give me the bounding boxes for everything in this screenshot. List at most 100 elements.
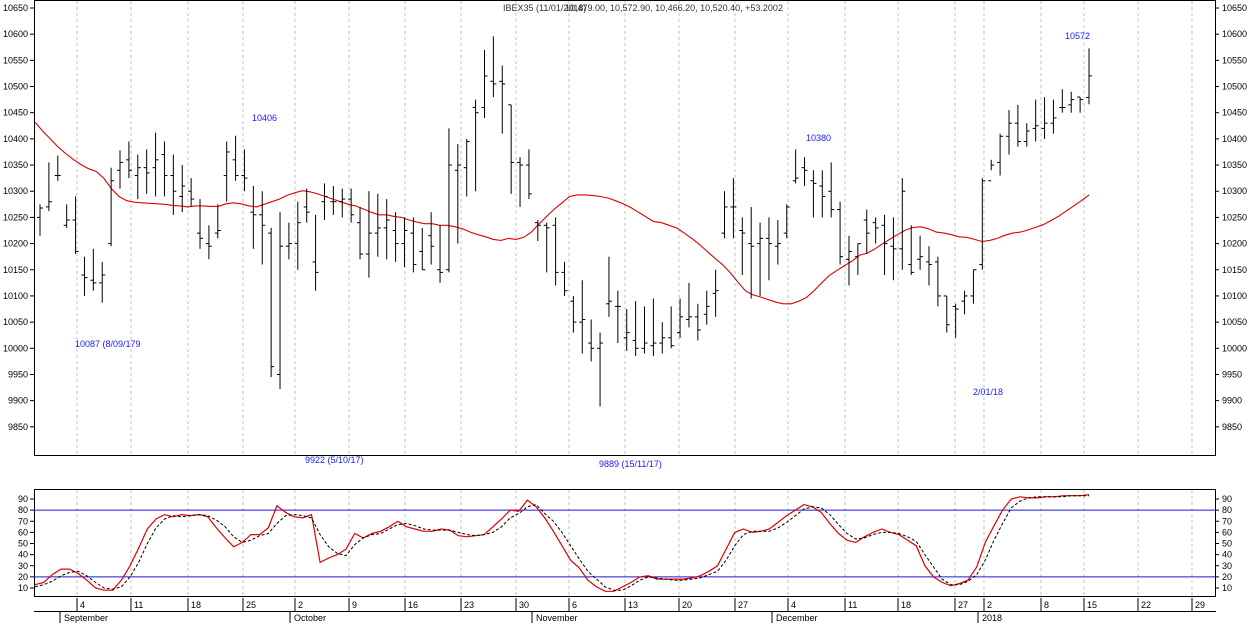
osc-tick-label-left-5: 60 xyxy=(18,527,28,537)
ohlc-bar-73 xyxy=(685,282,692,328)
ohlc-bar-95 xyxy=(881,214,888,275)
oscillator-line-dashed xyxy=(34,495,1089,591)
price-tick-label-left-10: 10350 xyxy=(3,160,28,170)
osc-tick-label-left-8: 90 xyxy=(18,494,28,504)
annotation-low-date-2-01-18: 2/01/18 xyxy=(973,387,1003,397)
x-tick-label-1: 11 xyxy=(134,600,143,610)
ohlc-bar-0 xyxy=(37,204,43,236)
price-tick-label-left-13: 10500 xyxy=(3,82,28,92)
annotation-high-10572: 10572 xyxy=(1065,31,1090,41)
price-tick-label-right-2: 9950 xyxy=(1222,369,1242,379)
moving-average-line xyxy=(34,121,1090,305)
price-tick-label-right-8: 10250 xyxy=(1222,212,1247,222)
ohlc-bar-38 xyxy=(374,193,381,257)
ohlc-bar-46 xyxy=(445,128,452,273)
price-tick-label-left-7: 10200 xyxy=(3,239,28,249)
ohlc-bar-92 xyxy=(854,243,861,275)
ohlc-bar-112 xyxy=(1032,99,1039,142)
ohlc-bar-107 xyxy=(988,159,995,182)
ohlc-bar-86 xyxy=(801,157,808,186)
ohlc-bar-4 xyxy=(72,196,79,255)
oscillator-line-solid xyxy=(34,494,1090,592)
price-tick-label-right-5: 10100 xyxy=(1222,291,1247,301)
x-tick-label-10: 13 xyxy=(628,600,638,610)
ohlc-bar-27 xyxy=(277,212,284,390)
ohlc-bar-56 xyxy=(534,220,541,241)
x-tick-label-3: 25 xyxy=(246,600,256,610)
ohlc-bar-58 xyxy=(552,217,559,286)
price-tick-label-left-3: 10000 xyxy=(3,343,28,353)
ohlc-bar-31 xyxy=(312,214,319,291)
ohlc-bar-14 xyxy=(161,141,168,197)
price-tick-label-right-12: 10450 xyxy=(1222,108,1247,118)
ohlc-bar-82 xyxy=(765,217,772,281)
price-tick-label-left-1: 9900 xyxy=(8,396,28,406)
ohlc-bar-66 xyxy=(623,309,630,351)
ohlc-bar-33 xyxy=(330,186,337,215)
ohlc-bar-113 xyxy=(1041,97,1048,139)
ohlc-bar-87 xyxy=(810,170,817,218)
ohlc-bar-53 xyxy=(508,104,515,194)
ohlc-bar-17 xyxy=(188,178,195,207)
ohlc-bar-96 xyxy=(890,217,897,281)
price-tick-label-left-14: 10550 xyxy=(3,55,28,65)
x-tick-label-20: 22 xyxy=(1141,600,1151,610)
ohlc-bar-69 xyxy=(650,298,657,357)
ohlc-bar-59 xyxy=(561,261,568,296)
price-tick-label-right-11: 10400 xyxy=(1222,134,1247,144)
ohlc-bar-26 xyxy=(268,227,275,378)
ohlc-bar-101 xyxy=(934,256,941,307)
x-tick-label-12: 27 xyxy=(738,600,748,610)
x-tick-label-8: 30 xyxy=(519,600,529,610)
ohlc-bar-21 xyxy=(223,141,230,202)
price-tick-label-left-9: 10300 xyxy=(3,186,28,196)
ohlc-bar-109 xyxy=(1005,110,1012,155)
osc-tick-label-right-1: 20 xyxy=(1222,572,1232,582)
price-tick-label-left-4: 10050 xyxy=(3,317,28,327)
price-tick-label-right-4: 10050 xyxy=(1222,317,1247,327)
ohlc-bars xyxy=(37,36,1092,407)
ohlc-bar-67 xyxy=(632,301,639,357)
ohlc-bar-100 xyxy=(925,246,932,286)
x-tick-label-21: 29 xyxy=(1195,600,1205,610)
ohlc-bar-23 xyxy=(241,149,248,192)
price-panel-frame xyxy=(34,0,1216,456)
price-tick-label-right-1: 9900 xyxy=(1222,396,1242,406)
price-tick-label-left-15: 10600 xyxy=(3,29,28,39)
price-tick-label-right-15: 10600 xyxy=(1222,29,1247,39)
month-label-1: October xyxy=(294,613,326,623)
ohlc-bar-74 xyxy=(694,303,701,341)
ohlc-bar-79 xyxy=(739,217,746,275)
x-tick-label-13: 4 xyxy=(791,600,796,610)
x-tick-label-0: 4 xyxy=(80,600,85,610)
ohlc-bar-45 xyxy=(437,225,444,283)
chart-title: IBEX35 (11/01/2018) xyxy=(503,3,586,13)
ohlc-bar-83 xyxy=(774,220,781,265)
ohlc-bar-30 xyxy=(303,188,310,223)
ohlc-bar-90 xyxy=(837,201,844,265)
x-tick-label-2: 18 xyxy=(191,600,201,610)
ohlc-bar-76 xyxy=(712,269,719,317)
oscillator-series xyxy=(34,494,1090,592)
ohlc-bar-18 xyxy=(197,199,204,249)
ohlc-bar-11 xyxy=(134,154,141,200)
ohlc-bar-48 xyxy=(463,138,470,197)
price-tick-label-right-7: 10200 xyxy=(1222,239,1247,249)
x-tick-label-9: 6 xyxy=(572,600,577,610)
ohlc-bar-3 xyxy=(63,204,70,228)
price-tick-label-left-6: 10150 xyxy=(3,265,28,275)
ohlc-bar-24 xyxy=(250,186,257,249)
ohlc-bar-70 xyxy=(659,322,666,354)
ohlc-bar-91 xyxy=(845,235,852,286)
month-label-2: November xyxy=(536,613,578,623)
osc-tick-label-right-4: 50 xyxy=(1222,539,1232,549)
x-tick-label-19: 15 xyxy=(1087,600,1097,610)
ohlc-bar-34 xyxy=(339,188,346,218)
ohlc-bar-16 xyxy=(179,165,186,213)
ohlc-bar-104 xyxy=(961,290,968,315)
ohlc-bar-25 xyxy=(259,191,266,265)
ohlc-bar-44 xyxy=(428,212,435,265)
osc-tick-label-right-8: 90 xyxy=(1222,494,1232,504)
ohlc-bar-114 xyxy=(1050,99,1057,134)
